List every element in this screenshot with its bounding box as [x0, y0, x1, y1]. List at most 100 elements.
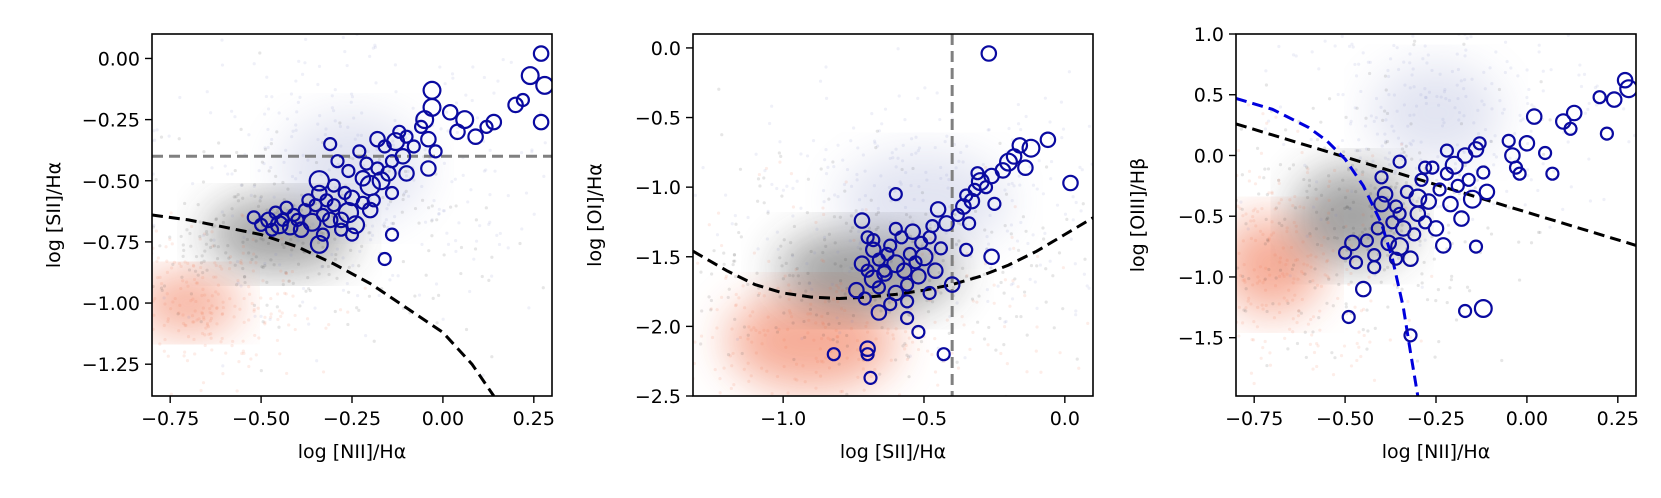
data-point: [441, 104, 459, 121]
density-speck: [986, 242, 991, 246]
density-speck: [339, 144, 343, 148]
density-speck: [327, 323, 331, 327]
density-speck: [1261, 281, 1265, 285]
density-speck: [68, 256, 71, 259]
density-speck: [1303, 330, 1307, 334]
density-speck: [835, 290, 839, 294]
density-speck: [383, 221, 387, 225]
density-speck: [1325, 217, 1329, 222]
density-speck: [1211, 172, 1214, 175]
density-speck: [785, 184, 789, 188]
density-speck: [864, 208, 868, 212]
density-speck: [1458, 173, 1462, 177]
density-speck: [1395, 109, 1399, 113]
density-speck: [1399, 142, 1404, 146]
density-speck: [1311, 330, 1315, 334]
density-speck: [1304, 355, 1308, 360]
density-speck: [233, 115, 237, 119]
density-speck: [1366, 329, 1370, 333]
density-speck: [1457, 110, 1462, 115]
density-speck: [263, 146, 267, 150]
density-speck: [222, 213, 226, 217]
density-speck: [1049, 136, 1053, 140]
density-speck: [239, 183, 244, 187]
density-speck: [1527, 87, 1531, 92]
density-speck: [899, 182, 903, 186]
density-speck: [276, 211, 280, 215]
plot-area: [513, 11, 1093, 457]
density-speck: [786, 327, 790, 332]
density-speck: [1288, 274, 1292, 278]
data-point: [922, 285, 937, 301]
density-speck: [1425, 298, 1430, 302]
density-speck: [220, 312, 225, 316]
data-point: [515, 92, 531, 108]
density-speck: [1402, 60, 1406, 64]
density-speck: [760, 366, 764, 370]
density-speck: [936, 289, 940, 293]
density-speck: [1414, 166, 1418, 170]
density-speck: [270, 95, 274, 99]
density-speck: [1309, 137, 1313, 142]
density-speck: [844, 221, 848, 225]
density-speck: [1016, 122, 1021, 126]
data-point: [326, 198, 341, 213]
density-speck: [269, 296, 273, 301]
density-speck: [1293, 293, 1297, 297]
density-speck: [1181, 263, 1184, 266]
density-speck: [787, 297, 791, 301]
density-speck: [1468, 289, 1472, 293]
density-speck: [391, 143, 396, 147]
density-speck: [998, 316, 1002, 321]
density-speck: [1265, 23, 1268, 26]
density-speck: [294, 123, 298, 127]
density-speck: [818, 347, 822, 351]
density-speck: [66, 366, 69, 369]
density-speck: [235, 259, 240, 264]
density-speck: [795, 179, 799, 183]
data-point: [341, 163, 356, 179]
density-speck: [990, 230, 994, 234]
density-speck: [676, 232, 679, 235]
density-speck: [1361, 51, 1365, 55]
density-speck: [268, 317, 272, 322]
y-tick-label: −1.5: [1178, 328, 1224, 350]
data-point: [1021, 138, 1041, 158]
density-speck: [887, 185, 892, 190]
density-speck: [734, 303, 738, 307]
density-speck: [435, 321, 439, 325]
density-speck: [1437, 340, 1441, 344]
density-speck: [838, 215, 842, 219]
density-speck: [368, 238, 373, 242]
x-axis-label: log [NII]/Hα: [298, 441, 406, 463]
density-speck: [1308, 279, 1312, 284]
density-speck: [221, 364, 225, 368]
density-speck: [574, 374, 577, 377]
density-speck: [368, 197, 372, 201]
density-speck: [894, 165, 898, 169]
density-speck: [176, 312, 180, 316]
density-speck: [711, 454, 714, 457]
density-speck: [1268, 363, 1273, 367]
data-point: [1592, 90, 1607, 105]
density-speck: [1388, 163, 1392, 167]
density-speck: [285, 117, 290, 121]
density-speck: [760, 342, 764, 346]
density-speck: [1225, 256, 1228, 259]
density-speck: [878, 11, 881, 14]
density-speck: [1327, 97, 1332, 101]
density-speck: [203, 293, 207, 297]
density-speck: [1301, 240, 1305, 244]
density-speck: [998, 141, 1002, 145]
density-speck: [163, 337, 167, 342]
density-speck: [1361, 223, 1365, 227]
density-speck: [1360, 172, 1365, 177]
y-tick-label: −0.75: [82, 232, 140, 254]
density-speck: [766, 329, 770, 333]
density-speck: [513, 200, 516, 203]
density-speck: [1251, 214, 1255, 219]
density-speck: [1169, 179, 1172, 182]
y-tick-label: 0.00: [98, 48, 140, 70]
density-speck: [1456, 67, 1461, 72]
density-speck: [836, 195, 840, 199]
